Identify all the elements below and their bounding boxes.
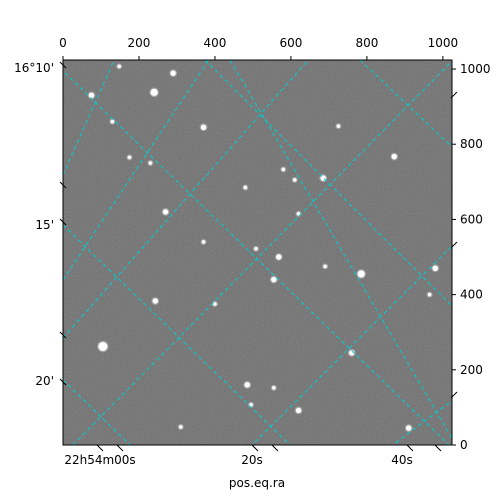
star: [110, 119, 115, 124]
grid-line: [391, 400, 452, 445]
grid-line: [63, 70, 450, 445]
dec-tick-label: 20': [35, 374, 54, 388]
dec-tick: [59, 331, 67, 339]
dec-tick-label: 15': [35, 218, 54, 232]
top-tick-label: 0: [59, 36, 67, 50]
star: [391, 153, 397, 160]
star: [405, 425, 412, 431]
star: [150, 88, 158, 96]
star: [162, 209, 169, 215]
dec-tick-right: [450, 241, 458, 249]
star: [213, 302, 217, 306]
star: [272, 386, 276, 390]
top-tick-label: 1000: [428, 36, 459, 50]
star: [249, 402, 253, 407]
star: [178, 425, 183, 429]
star: [271, 276, 277, 283]
right-tick-label: 0: [460, 438, 468, 452]
ra-tick-label: 40s: [391, 453, 413, 467]
grid-line: [72, 60, 452, 445]
star: [323, 264, 327, 269]
star: [336, 124, 341, 128]
grid-line: [229, 60, 452, 440]
grid-line: [251, 245, 452, 445]
ra-tick: [434, 444, 442, 452]
coordinate-grid: [63, 60, 452, 445]
top-tick-label: 600: [279, 36, 302, 50]
top-tick-label: 800: [355, 36, 378, 50]
plot-frame: [62, 59, 453, 446]
star-field: [87, 63, 440, 432]
star: [170, 70, 176, 76]
ra-tick-label: 22h54m00s: [64, 453, 135, 467]
grid-line: [63, 60, 210, 281]
dec-tick-label: 16°10': [14, 61, 54, 75]
grid-line: [63, 379, 131, 445]
star: [296, 211, 301, 216]
star: [88, 92, 95, 99]
ra-tick: [271, 444, 279, 452]
dec-tick-right: [450, 391, 458, 399]
star: [276, 254, 282, 260]
ra-tick: [406, 444, 414, 452]
star: [295, 407, 302, 414]
ra-tick: [116, 444, 124, 452]
dec-tick-right: [450, 91, 458, 99]
ra-axis: 22h54m00s 20s 40s: [64, 444, 442, 467]
top-tick-label: 200: [128, 36, 151, 50]
image-noise: [63, 60, 452, 445]
grid-line: [63, 60, 115, 176]
right-pixel-axis: 0 200 400 600 800 1000: [452, 62, 491, 452]
plot-area: [62, 59, 453, 446]
ra-tick: [96, 444, 104, 452]
right-tick-label: 200: [460, 363, 483, 377]
star: [281, 167, 286, 172]
star: [243, 185, 248, 190]
star: [117, 64, 122, 69]
grid-line: [359, 60, 452, 148]
star: [432, 265, 438, 271]
star: [427, 292, 432, 297]
ra-tick-label: 20s: [241, 453, 263, 467]
right-tick-label: 800: [460, 137, 483, 151]
grid-line: [63, 60, 309, 339]
x-axis-label: pos.eq.ra: [229, 476, 285, 490]
star: [98, 341, 108, 351]
star: [200, 124, 207, 130]
dec-axis: 16°10' 15' 20': [14, 61, 458, 399]
right-tick-label: 1000: [460, 62, 491, 76]
star: [127, 155, 132, 160]
right-tick-label: 600: [460, 212, 483, 226]
grid-line: [63, 224, 291, 445]
star: [357, 270, 365, 278]
ra-tick: [251, 444, 259, 452]
star: [244, 382, 250, 388]
star: [254, 246, 258, 251]
star: [148, 161, 153, 165]
top-pixel-axis: 0 200 400 600 800 1000: [59, 36, 458, 60]
top-tick-label: 400: [204, 36, 227, 50]
dec-tick: [59, 61, 67, 69]
dec-tick: [59, 378, 67, 386]
dec-tick: [59, 181, 67, 189]
right-tick-label: 400: [460, 288, 483, 302]
star: [152, 298, 159, 304]
star: [201, 240, 206, 244]
grid-line: [204, 60, 452, 307]
star: [292, 178, 297, 182]
dec-tick: [59, 218, 67, 226]
